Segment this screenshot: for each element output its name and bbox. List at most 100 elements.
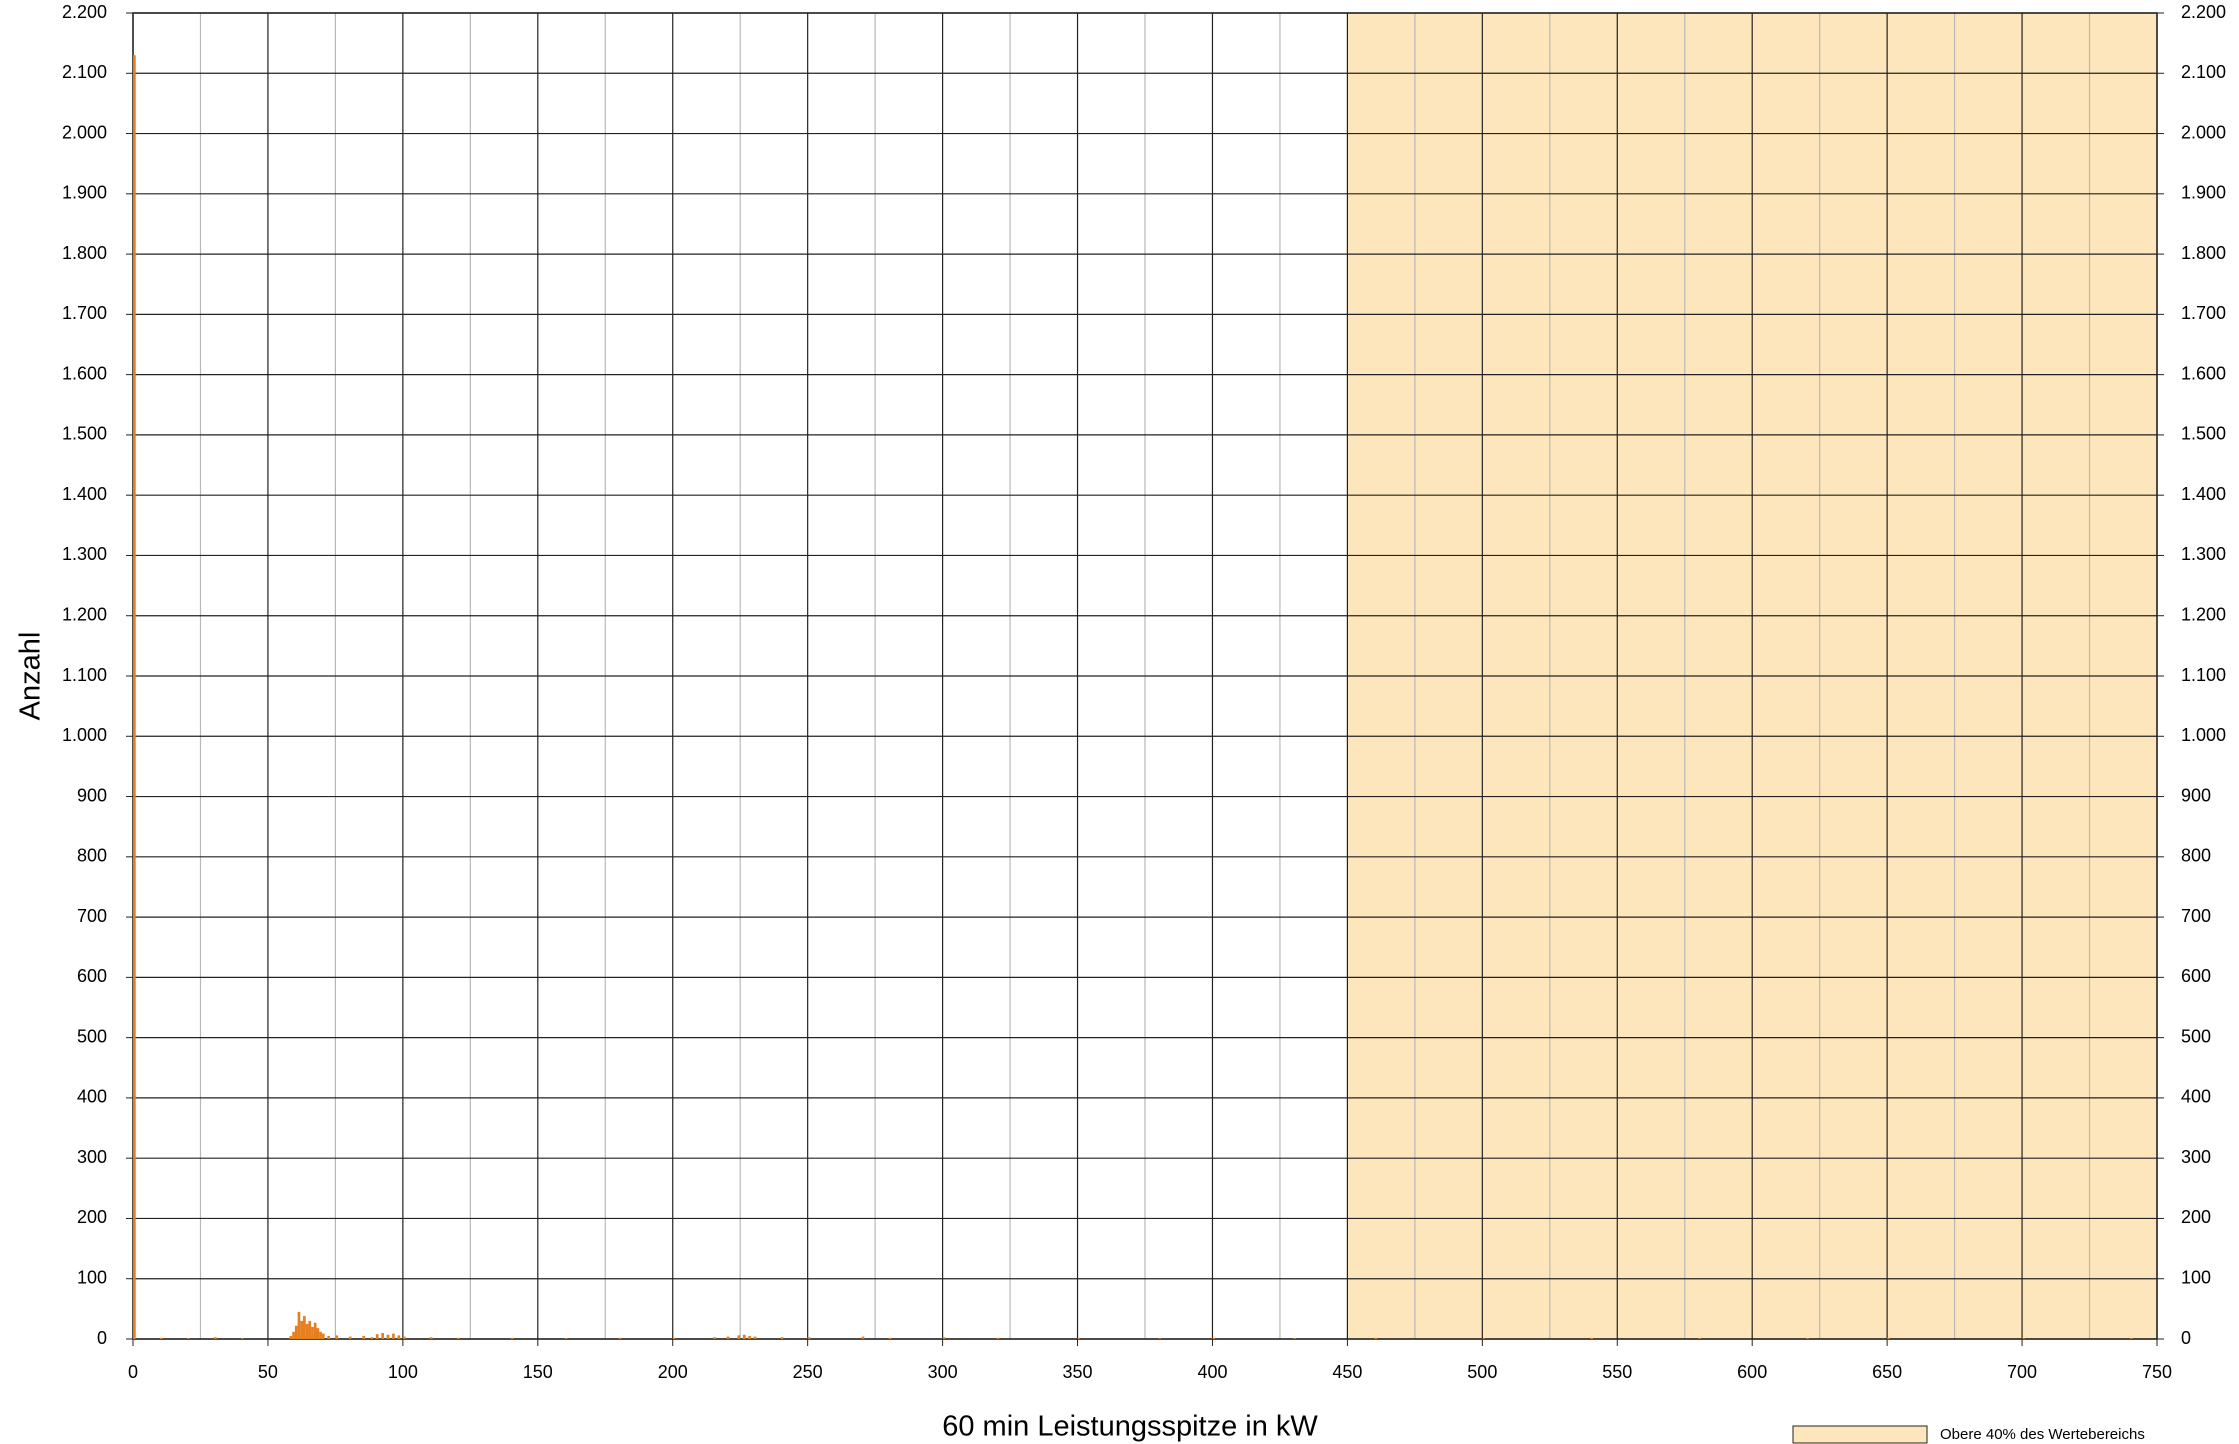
y2-tick-label: 400 — [2181, 1087, 2211, 1107]
bar — [1374, 1337, 1378, 1339]
bar — [402, 1336, 406, 1339]
y-tick-label: 200 — [77, 1207, 107, 1227]
y2-tick-label: 700 — [2181, 906, 2211, 926]
bar — [240, 1338, 244, 1339]
bar — [1158, 1338, 1162, 1339]
bar — [1482, 1338, 1486, 1339]
bar — [942, 1337, 946, 1339]
legend-swatch — [1792, 1425, 1928, 1444]
bar — [327, 1335, 331, 1339]
bar — [753, 1336, 757, 1339]
y2-tick-label: 1.300 — [2181, 544, 2226, 564]
bar — [297, 1311, 301, 1339]
y2-tick-label: 2.000 — [2181, 122, 2226, 142]
legend-label: Obere 40% des Wertebereichs — [1940, 1426, 2145, 1443]
bar — [713, 1337, 716, 1339]
x-tick-label: 200 — [658, 1362, 688, 1382]
bar — [375, 1334, 379, 1339]
bar — [159, 1337, 163, 1339]
bar — [313, 1322, 317, 1339]
y-tick-label: 2.100 — [62, 62, 107, 82]
x-tick-label: 250 — [793, 1362, 823, 1382]
y-tick-label: 400 — [77, 1087, 107, 1107]
x-tick-label: 150 — [523, 1362, 553, 1382]
bar — [780, 1337, 784, 1339]
bar — [737, 1335, 741, 1339]
x-tick-label: 350 — [1063, 1362, 1093, 1382]
x-tick-label: 600 — [1737, 1362, 1767, 1382]
bar — [1293, 1338, 1297, 1339]
y-tick-label: 2.200 — [62, 2, 107, 22]
x-tick-label: 750 — [2142, 1362, 2172, 1382]
bar — [186, 1338, 190, 1339]
y2-tick-label: 1.200 — [2181, 604, 2226, 624]
bar — [1698, 1338, 1701, 1339]
bar — [381, 1332, 384, 1339]
x-axis-title: 60 min Leistungsspitze in kW — [942, 1411, 1318, 1443]
bar — [311, 1326, 314, 1339]
y-tick-label: 1.800 — [62, 243, 107, 263]
bar — [362, 1335, 366, 1339]
bar — [348, 1336, 352, 1339]
y2-tick-label: 1.100 — [2181, 665, 2226, 685]
bar — [305, 1323, 309, 1339]
y-tick-label: 1.100 — [62, 665, 107, 685]
x-tick-label: 700 — [2007, 1362, 2037, 1382]
y2-tick-label: 1.900 — [2181, 183, 2226, 203]
bar — [996, 1337, 1000, 1339]
bar — [564, 1338, 568, 1339]
x-tick-label: 450 — [1332, 1362, 1362, 1382]
bar — [386, 1334, 390, 1339]
y2-tick-label: 300 — [2181, 1147, 2211, 1167]
y-tick-label: 2.000 — [62, 122, 107, 142]
bar — [672, 1337, 676, 1339]
bar — [321, 1333, 325, 1339]
y-tick-label: 1.200 — [62, 604, 107, 624]
y-tick-label: 100 — [77, 1267, 107, 1287]
bar — [742, 1334, 746, 1339]
x-tick-label: 500 — [1467, 1362, 1497, 1382]
y2-tick-label: 1.800 — [2181, 243, 2226, 263]
bar — [456, 1337, 460, 1339]
y2-tick-label: 1.000 — [2181, 725, 2226, 745]
bar — [316, 1328, 320, 1339]
x-tick-label: 300 — [928, 1362, 958, 1382]
y-tick-label: 1.400 — [62, 484, 107, 504]
x-tick-label: 650 — [1872, 1362, 1902, 1382]
y-tick-label: 1.300 — [62, 544, 107, 564]
y-tick-label: 300 — [77, 1147, 107, 1167]
bar — [429, 1337, 433, 1339]
y2-tick-label: 1.700 — [2181, 303, 2226, 323]
y-tick-label: 0 — [97, 1328, 107, 1348]
bar — [213, 1337, 217, 1339]
x-tick-label: 0 — [128, 1362, 138, 1382]
y-tick-label: 1.900 — [62, 183, 107, 203]
bar — [807, 1337, 811, 1339]
bar — [289, 1335, 293, 1339]
bar — [292, 1331, 295, 1339]
bar — [510, 1337, 514, 1339]
y-tick-label: 800 — [77, 846, 107, 866]
bar — [319, 1331, 322, 1339]
y2-tick-label: 200 — [2181, 1207, 2211, 1227]
y2-tick-label: 600 — [2181, 966, 2211, 986]
y-tick-label: 700 — [77, 906, 107, 926]
bar — [370, 1337, 374, 1339]
bar — [618, 1337, 622, 1339]
bar — [303, 1316, 306, 1339]
x-tick-label: 550 — [1602, 1362, 1632, 1382]
y2-tick-label: 800 — [2181, 846, 2211, 866]
y-tick-label: 600 — [77, 966, 107, 986]
bar — [1212, 1337, 1216, 1339]
y-tick-label: 900 — [77, 785, 107, 805]
bar — [294, 1325, 298, 1339]
bar — [300, 1320, 304, 1339]
y2-tick-label: 2.100 — [2181, 62, 2226, 82]
y-axis-title: Anzahl — [15, 632, 47, 721]
y-tick-label: 1.700 — [62, 303, 107, 323]
bar — [861, 1336, 865, 1339]
bar — [1806, 1338, 1809, 1339]
bar — [392, 1333, 395, 1339]
y2-tick-label: 1.600 — [2181, 363, 2226, 383]
